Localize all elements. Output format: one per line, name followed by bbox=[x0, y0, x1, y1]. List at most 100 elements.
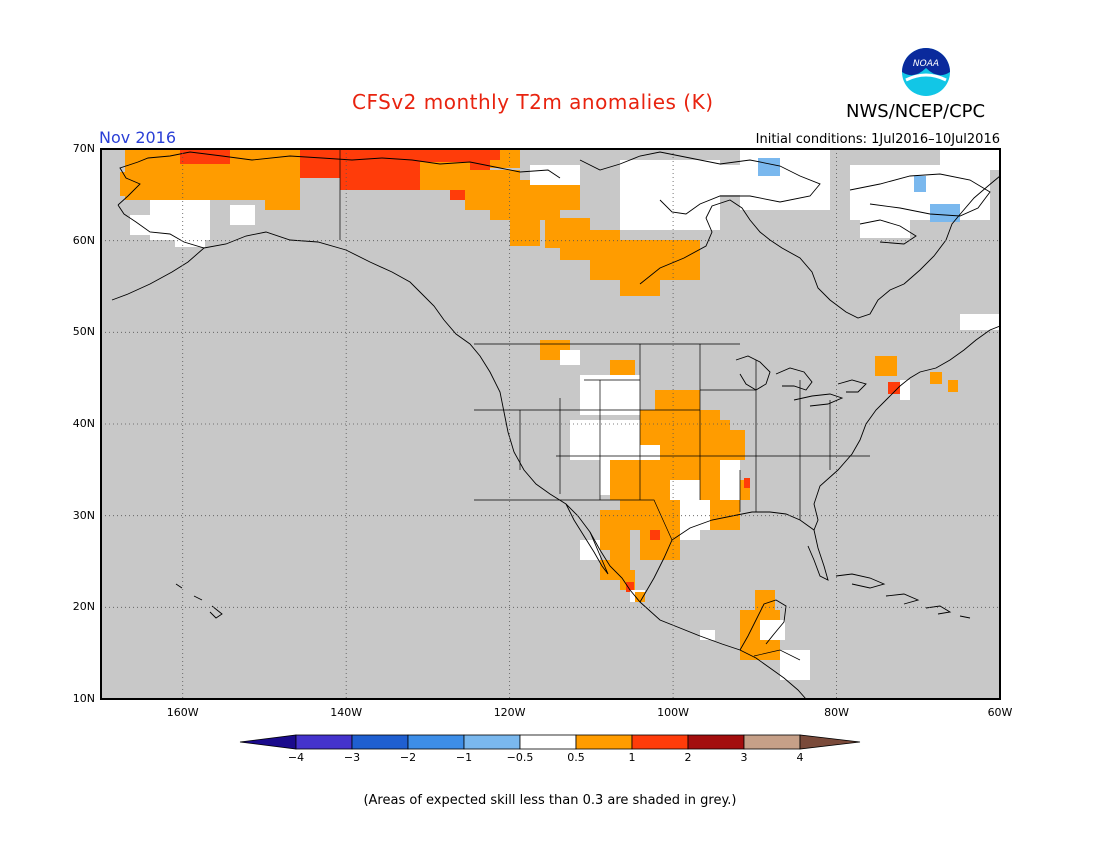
anomaly-cell bbox=[758, 158, 780, 176]
colorbar bbox=[239, 734, 861, 750]
colorbar-label: −2 bbox=[399, 751, 417, 764]
chart-title: CFSv2 monthly T2m anomalies (K) bbox=[352, 90, 714, 114]
anomaly-cell bbox=[875, 356, 897, 376]
anomaly-cell bbox=[175, 232, 205, 247]
coastline bbox=[639, 325, 1000, 603]
lon-label: 140W bbox=[330, 706, 363, 719]
map-frame bbox=[100, 148, 1001, 700]
anomaly-cell bbox=[580, 540, 600, 560]
anomaly-cell bbox=[914, 176, 926, 192]
anomaly-cell bbox=[960, 314, 1000, 330]
anomaly-cell bbox=[720, 460, 740, 500]
colorbar-label: 3 bbox=[740, 751, 748, 764]
anomaly-cell bbox=[700, 165, 740, 195]
colorbar-label: −4 bbox=[287, 751, 305, 764]
anomaly-cell bbox=[635, 592, 645, 602]
anomaly-cell bbox=[300, 150, 340, 178]
lon-label: 80W bbox=[824, 706, 849, 719]
lon-label: 120W bbox=[493, 706, 526, 719]
coastline bbox=[885, 593, 920, 605]
coastline bbox=[117, 151, 561, 206]
anomaly-cell bbox=[930, 204, 960, 222]
colorbar-label: 2 bbox=[684, 751, 692, 764]
lat-label: 10N bbox=[72, 692, 95, 705]
lat-label: 60N bbox=[72, 233, 95, 247]
colorbar-label: 1 bbox=[628, 751, 636, 764]
anomaly-cell bbox=[600, 560, 620, 580]
anomaly-cell bbox=[680, 520, 700, 540]
colorbar-segment bbox=[575, 734, 633, 750]
anomaly-cell bbox=[740, 150, 830, 210]
colorbar-label: −3 bbox=[343, 751, 361, 764]
anomaly-cell bbox=[485, 150, 500, 160]
border-line bbox=[753, 649, 801, 661]
coastline bbox=[849, 173, 991, 217]
anomaly-cell bbox=[850, 165, 990, 220]
colorbar-segment bbox=[295, 734, 353, 750]
anomaly-cell bbox=[700, 630, 715, 640]
coastline bbox=[959, 615, 971, 619]
colorbar-segment bbox=[743, 734, 801, 750]
coastline bbox=[579, 151, 821, 215]
anomaly-cell bbox=[780, 650, 810, 680]
anomaly-cell bbox=[940, 150, 1000, 170]
anomaly-cell bbox=[600, 250, 630, 270]
colorbar-label: −0.5 bbox=[506, 751, 534, 764]
anomaly-cell bbox=[760, 620, 785, 640]
lon-label: 60W bbox=[987, 706, 1013, 719]
colorbar-segment bbox=[687, 734, 745, 750]
coastline bbox=[793, 393, 844, 407]
coastline bbox=[859, 219, 917, 245]
colorbar-segment bbox=[463, 734, 521, 750]
coastline bbox=[639, 199, 905, 319]
colorbar-label: −1 bbox=[455, 751, 473, 764]
anomaly-cell bbox=[670, 480, 700, 500]
footnote: (Areas of expected skill less than 0.3 a… bbox=[363, 793, 737, 808]
anomaly-cell bbox=[620, 380, 640, 400]
border-line bbox=[600, 499, 673, 541]
organization-label: NWS/NCEP/CPC bbox=[846, 101, 986, 122]
lat-label: 50N bbox=[72, 325, 95, 339]
colorbar-arrow-right bbox=[799, 734, 861, 750]
anomaly-cell bbox=[265, 150, 300, 210]
coastline bbox=[835, 573, 886, 589]
anomaly-cell bbox=[626, 582, 634, 592]
colorbar-segment bbox=[351, 734, 409, 750]
anomaly-cell bbox=[948, 380, 958, 392]
anomaly-cell bbox=[130, 215, 160, 235]
anomaly-cell bbox=[730, 430, 745, 460]
coastline bbox=[175, 583, 183, 589]
lat-label: 30N bbox=[72, 508, 95, 522]
anomaly-cell bbox=[180, 150, 230, 164]
colorbar-segment bbox=[631, 734, 689, 750]
coastline bbox=[565, 503, 609, 575]
forecast-month: Nov 2016 bbox=[99, 128, 177, 147]
coastline bbox=[209, 605, 223, 619]
lon-label: 100W bbox=[657, 706, 690, 719]
anomaly-cell bbox=[860, 218, 910, 238]
anomaly-cell bbox=[420, 162, 470, 190]
coastlines bbox=[111, 150, 1000, 699]
coastline bbox=[117, 204, 445, 321]
colorbar-segment bbox=[519, 734, 577, 750]
coastline bbox=[837, 379, 867, 393]
anomaly-cell bbox=[740, 645, 765, 660]
coastline bbox=[739, 599, 787, 651]
coastline bbox=[775, 367, 813, 391]
coastline bbox=[903, 175, 1000, 285]
initial-conditions: Initial conditions: 1Jul2016–10Jul2016 bbox=[755, 132, 1000, 147]
anomaly-cell bbox=[560, 350, 580, 365]
lat-label: 40N bbox=[72, 417, 95, 430]
anomaly-cell bbox=[510, 220, 540, 246]
coastline bbox=[807, 529, 829, 581]
colorbar-segment bbox=[407, 734, 465, 750]
coastline bbox=[735, 355, 771, 391]
anomaly-cell bbox=[900, 380, 910, 400]
anomaly-cell bbox=[740, 480, 750, 500]
colorbar-label: 4 bbox=[796, 751, 804, 764]
coastline bbox=[193, 595, 203, 601]
anomaly-cell bbox=[230, 205, 255, 225]
lat-label: 70N bbox=[72, 142, 95, 155]
logo-text: NOAA bbox=[913, 59, 939, 69]
